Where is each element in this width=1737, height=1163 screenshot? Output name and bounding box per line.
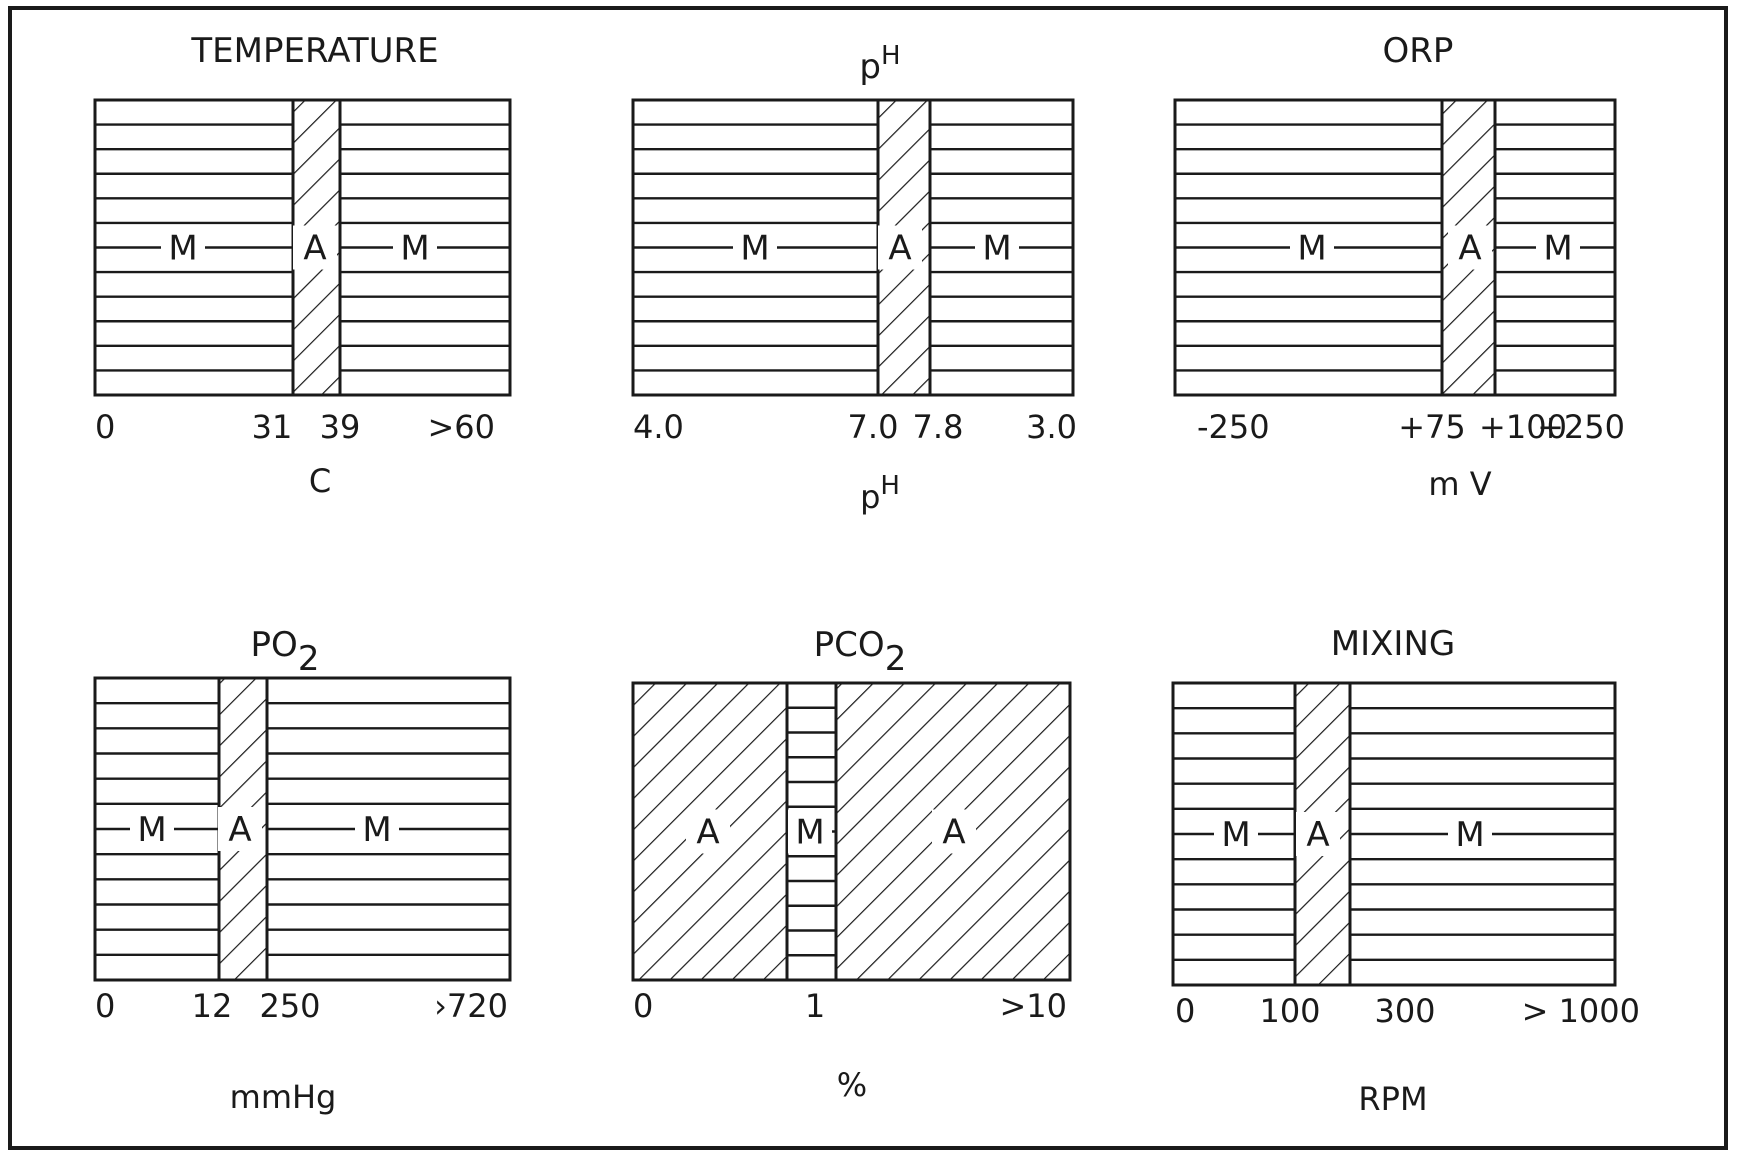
region-M-0 (95, 123, 293, 372)
region-label: A (1306, 815, 1329, 855)
axis-tick-label: 12 (192, 987, 233, 1025)
axis-tick-label: ›720 (434, 987, 508, 1025)
panel-frame (93, 676, 512, 982)
region-label: A (228, 810, 251, 850)
axis-tick-label: +100 (1479, 408, 1567, 446)
panel-title: ORP (1383, 31, 1454, 71)
region-label: M (740, 229, 769, 269)
region-label: M (1221, 815, 1250, 855)
region-M-0 (1175, 123, 1442, 372)
axis-unit-label: C (309, 462, 331, 500)
axis-unit-label: RPM (1358, 1080, 1427, 1118)
panel-title: PCO2 (814, 625, 907, 679)
region-label: M (795, 813, 824, 853)
panel-orp: M A M ORP -250 +75 +100+250 m V (1173, 31, 1625, 503)
region-label: A (888, 229, 911, 269)
axis-tick-label: 4.0 (633, 408, 684, 446)
region-label: M (168, 229, 197, 269)
panel-po2: M A M PO2 0 12 250 ›720 mmHg (93, 625, 512, 1116)
panel-title: MIXING (1331, 624, 1455, 664)
region-M-0 (95, 701, 219, 957)
region-label: A (696, 813, 719, 853)
region-label: M (137, 810, 166, 850)
region-label: A (1458, 229, 1481, 269)
region-label: A (303, 229, 326, 269)
panel-ph: M A MpH 4.0 7.0 7.8 3.0 pH (631, 41, 1077, 516)
panel-frame (1171, 681, 1617, 987)
region-label: M (1455, 815, 1484, 855)
axis-tick-label: 1 (805, 987, 825, 1025)
axis-unit-label: pH (860, 471, 900, 516)
axis-tick-label: 0 (633, 987, 653, 1025)
panel-title: PO2 (251, 625, 320, 679)
axis-tick-label: 3.0 (1026, 408, 1077, 446)
region-label: A (942, 813, 965, 853)
axis-tick-label: 300 (1374, 992, 1435, 1030)
axis-tick-label: 100 (1259, 992, 1320, 1030)
panel-title: TEMPERATURE (190, 31, 438, 71)
axis-tick-label: 7.8 (913, 408, 964, 446)
panel-frame (631, 681, 1072, 982)
panel-frame (631, 98, 1075, 397)
region-label: M (362, 810, 391, 850)
region-M-2 (930, 123, 1073, 372)
region-label: M (982, 229, 1011, 269)
panel-mixing: M A M MIXING 0 100 300 > 1000 RPM (1171, 624, 1640, 1118)
axis-tick-label: +250 (1537, 408, 1625, 446)
axis-tick-label: +75 (1398, 408, 1466, 446)
axis-tick-label: > 1000 (1522, 992, 1640, 1030)
region-M-2 (340, 123, 510, 372)
axis-tick-label: >10 (999, 987, 1067, 1025)
axis-tick-label: 7.0 (848, 408, 899, 446)
panel-frame (1173, 98, 1617, 397)
panel-frame (93, 98, 512, 397)
axis-unit-label: m V (1428, 465, 1491, 503)
region-label: M (1543, 229, 1572, 269)
axis-unit-label: % (837, 1066, 867, 1104)
axis-tick-label: 39 (320, 408, 361, 446)
region-M-1 (787, 706, 836, 957)
axis-tick-label: >60 (427, 408, 495, 446)
axis-tick-label: 0 (95, 408, 115, 446)
axis-tick-label: -250 (1197, 408, 1270, 446)
region-M-0 (1173, 706, 1295, 962)
axis-tick-label: 0 (1175, 992, 1195, 1030)
axis-tick-label: 0 (95, 987, 115, 1025)
panel-temperature: M A M TEMPERATURE 0 31 39 >60 C (93, 31, 512, 500)
axis-tick-label: 31 (252, 408, 293, 446)
region-label: M (400, 229, 429, 269)
axis-tick-label: 250 (259, 987, 320, 1025)
axis-unit-label: mmHg (230, 1078, 337, 1116)
panel-pco2: A M A PCO2 0 1 >10% (631, 625, 1072, 1104)
figure-border (8, 6, 1728, 1150)
region-M-0 (633, 123, 878, 372)
region-M-2 (267, 701, 510, 957)
region-label: M (1297, 229, 1326, 269)
panel-title: pH (859, 41, 900, 87)
